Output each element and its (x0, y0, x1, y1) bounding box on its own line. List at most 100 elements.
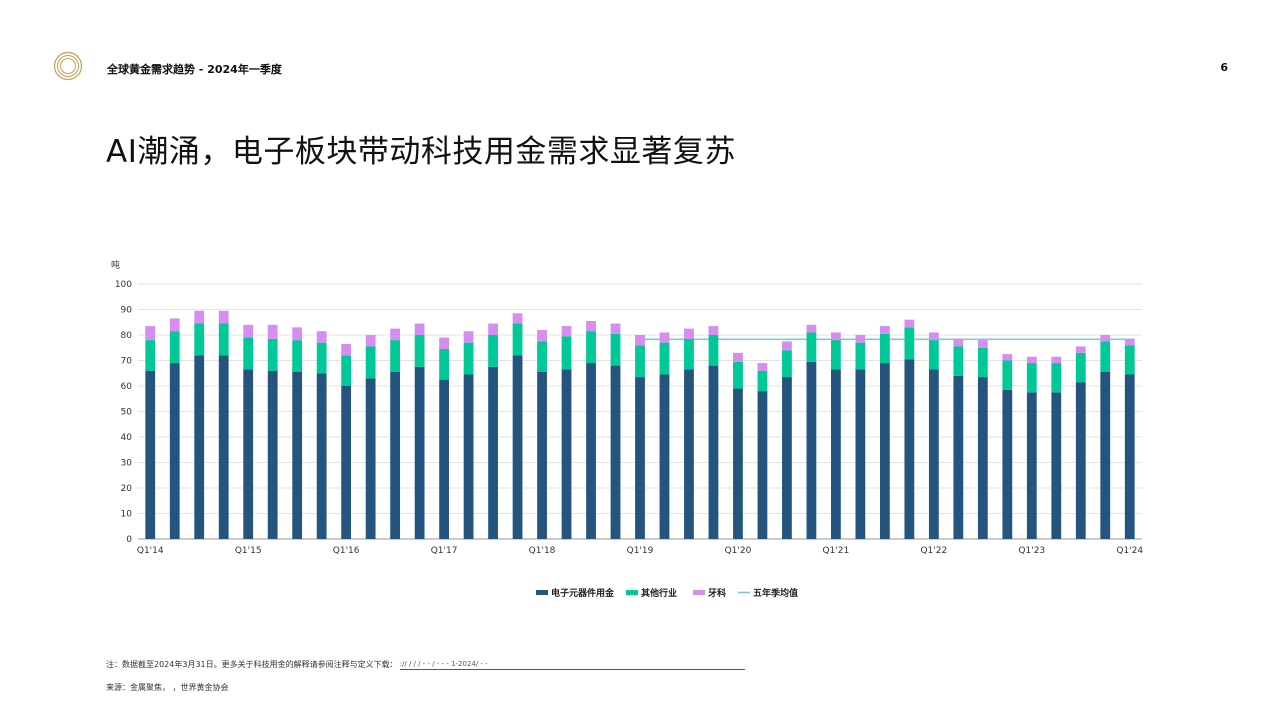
bar-segment (365, 378, 376, 539)
bar-segment (194, 323, 205, 356)
bar-segment (439, 349, 449, 380)
y-tick-label: 10 (121, 510, 133, 520)
bar-segment (977, 347, 988, 378)
bar-segment (341, 355, 352, 386)
bar-segment (561, 369, 572, 539)
bar-segment (879, 326, 890, 334)
logo-ring-outer (53, 51, 83, 81)
bar-segment (1026, 392, 1037, 539)
bar-segment (194, 310, 205, 324)
bar-segment (488, 335, 498, 367)
bar-segment (684, 369, 694, 539)
bar-segment (439, 337, 449, 350)
bar-segment (855, 369, 866, 539)
bar-segment (1124, 345, 1135, 375)
bar-segment (316, 342, 327, 374)
bar-segment (1051, 356, 1062, 364)
bar-segment (1002, 360, 1013, 390)
bar-segment (218, 310, 229, 324)
bar-segment (879, 363, 890, 539)
bar-segment (708, 335, 719, 366)
bar-segment (586, 320, 596, 332)
bar-segment (1051, 363, 1062, 393)
legend-label: 牙科 (708, 587, 726, 599)
x-tick-label: Q1'17 (431, 546, 458, 556)
bar-segment (953, 338, 964, 347)
bar-segment (1026, 363, 1037, 393)
x-tick-label: Q1'20 (725, 546, 752, 556)
page-number: 6 (1220, 61, 1228, 74)
bar-segment (610, 333, 621, 366)
bar-segment (879, 333, 890, 364)
y-axis-ticks: 0 10 20 30 40 50 60 70 80 90 100 (115, 280, 132, 545)
y-tick-label: 50 (121, 408, 133, 418)
y-tick-label: 20 (121, 484, 133, 494)
bar-segment (806, 361, 817, 539)
x-axis-ticks: Q1'14 Q1'15 Q1'16 Q1'17 Q1'18 Q1'19 Q1'20 Q1'21… (137, 546, 1144, 556)
bar-segment (757, 370, 768, 392)
bar-segment (928, 332, 939, 341)
report-header-title: 全球黄金需求趋势 - 2024年一季度 (107, 63, 282, 76)
bar-segment (1075, 346, 1086, 353)
legend-label: 其他行业 (641, 587, 677, 599)
bar-segment (831, 340, 841, 370)
y-tick-label: 90 (121, 306, 133, 316)
x-tick-label: Q1'21 (823, 546, 850, 556)
bar-segment (757, 391, 768, 539)
bar-segment (267, 370, 278, 539)
bar-segment (782, 341, 792, 351)
legend-label: 五年季均值 (753, 587, 798, 599)
y-tick-label: 0 (126, 535, 132, 545)
x-tick-label: Q1'16 (333, 546, 360, 556)
footnote-text: 注：数据截至2024年3月31日。更多关于科技用金的解释请参阅注释与定义下载： (106, 660, 398, 669)
bar-segment (733, 361, 743, 389)
bar-segment (145, 326, 156, 341)
x-tick-label: Q1'18 (529, 546, 556, 556)
y-tick-label: 60 (121, 382, 133, 392)
download-link[interactable]: :// / / / - - / - - - 1-2024/ - - (399, 660, 745, 670)
bar-segment (243, 369, 254, 539)
bar-segment (390, 328, 401, 341)
bar-segment (218, 355, 229, 539)
bar-segment (145, 340, 156, 371)
bar-segment (1026, 356, 1037, 364)
bar-segment (635, 377, 645, 539)
bar-segment (806, 332, 817, 362)
bar-segment (145, 370, 156, 539)
company-logo-icon (53, 51, 83, 81)
chart-bars (145, 310, 1135, 539)
bar-segment (831, 332, 841, 341)
bar-segment (977, 377, 988, 539)
bar-segment (463, 331, 474, 343)
bar-segment (953, 375, 964, 539)
bar-segment (708, 326, 719, 335)
bar-segment (1075, 382, 1086, 539)
bar-segment (414, 335, 425, 367)
chart-legend: 电子元器件用金 其他行业 牙科 五年季均值 (536, 587, 798, 599)
bar-segment (316, 331, 327, 343)
bar-segment (292, 327, 303, 341)
logo-ring-inner (59, 57, 77, 75)
y-tick-label: 100 (115, 280, 132, 290)
bar-segment (782, 350, 792, 378)
bar-segment (1124, 338, 1135, 346)
bar-segment (1100, 371, 1111, 539)
bar-segment (341, 343, 352, 356)
bar-segment (635, 335, 645, 346)
bar-segment (855, 335, 866, 343)
bar-segment (537, 341, 547, 372)
footnote: 注：数据截至2024年3月31日。更多关于科技用金的解释请参阅注释与定义下载： … (106, 659, 745, 670)
bar-segment (733, 388, 743, 539)
bar-segment (659, 374, 670, 539)
bar-segment (904, 359, 915, 539)
bar-segment (1002, 354, 1013, 361)
bar-segment (267, 324, 278, 339)
bar-segment (708, 365, 719, 539)
bar-segment (561, 326, 572, 337)
bar-segment (169, 331, 180, 364)
bar-segment (194, 355, 205, 539)
bar-segment (1124, 374, 1135, 539)
bar-segment (928, 369, 939, 539)
bar-segment (292, 371, 303, 539)
x-tick-label: Q1'22 (920, 546, 947, 556)
